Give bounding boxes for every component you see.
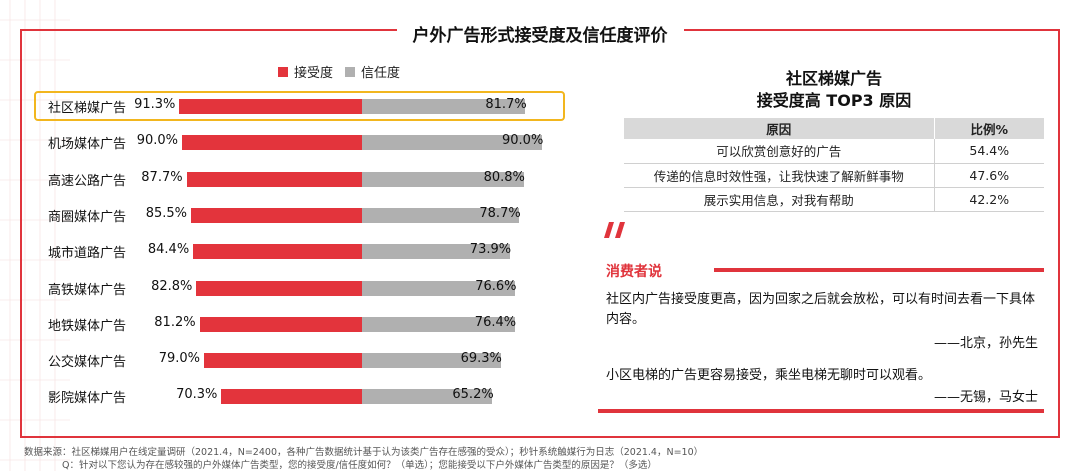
table-row: 可以欣赏创意好的广告 54.4%: [624, 139, 1044, 164]
legend-label-acceptance: 接受度: [294, 66, 334, 81]
value-label-acceptance: 87.7%: [141, 170, 183, 185]
value-label-trust: 73.9%: [469, 242, 512, 257]
value-label-acceptance: 90.0%: [136, 133, 178, 148]
highlight-box: [34, 91, 565, 121]
category-label: 影院媒体广告: [48, 391, 127, 406]
value-label-acceptance: 81.2%: [154, 315, 196, 330]
value-label-acceptance: 91.3%: [134, 97, 176, 112]
category-label: 社区梯媒广告: [48, 101, 127, 116]
bar-acceptance: [204, 353, 362, 368]
value-label-acceptance: 70.3%: [176, 387, 218, 402]
chart-row: 城市道路广告 84.4% 73.9%: [0, 238, 511, 264]
side-title-line1: 社区梯媒广告: [785, 69, 882, 88]
bar-acceptance: [193, 244, 362, 259]
bar-trust: [362, 172, 524, 187]
value-label-trust: 76.4%: [474, 315, 517, 330]
side-title-line2: 接受度高 TOP3 原因: [756, 91, 912, 110]
divider-line-bottom: [598, 409, 1044, 413]
background-grid: [0, 0, 70, 471]
table-cell-reason: 传递的信息时效性强，让我快速了解新鲜事物: [624, 163, 935, 188]
value-label-acceptance: 85.5%: [145, 206, 187, 221]
bar-acceptance: [186, 172, 362, 187]
table-cell-reason: 展示实用信息，对我有帮助: [624, 187, 935, 212]
chart-row: 商圈媒体广告 85.5% 78.7%: [0, 202, 521, 228]
legend-swatch-acceptance: [278, 66, 288, 77]
quote-text: 社区内广告接受度更高，因为回家之后就会放松，可以有时间去看一下具体内容。: [606, 292, 1036, 327]
value-label-trust: 76.6%: [475, 279, 517, 294]
table-cell-ratio: 42.2%: [934, 187, 1044, 212]
quote-author: ——北京，孙先生: [933, 336, 1038, 351]
bar-acceptance: [221, 389, 362, 404]
bar-acceptance: [196, 281, 362, 296]
table-cell-ratio: 47.6%: [934, 163, 1044, 188]
value-label-trust: 78.7%: [479, 206, 521, 221]
chart-row: 机场媒体广告 90.0% 90.0%: [0, 129, 543, 155]
quote-text: 小区电梯的广告更容易接受，乘坐电梯无聊时可以观看。: [606, 368, 932, 383]
legend-label-trust: 信任度: [361, 66, 401, 81]
page-title: 户外广告形式接受度及信任度评价: [396, 21, 684, 46]
table-header-ratio: 比例%: [934, 118, 1044, 139]
consumer-heading: 消费者说: [606, 264, 662, 280]
chart-row: 地铁媒体广告 81.2% 76.4%: [0, 311, 516, 337]
category-label: 地铁媒体广告: [48, 319, 127, 334]
value-label-trust: 69.3%: [460, 351, 502, 366]
category-label: 高速公路广告: [48, 174, 127, 189]
table-row: 传递的信息时效性强，让我快速了解新鲜事物 47.6%: [624, 163, 1044, 188]
value-label-acceptance: 82.8%: [151, 279, 193, 294]
footnote-source: 数据来源：社区梯媒用户在线定量调研（2021.4，N=2400，各种广告数据统计…: [24, 447, 704, 458]
bar-acceptance: [182, 135, 362, 150]
value-label-acceptance: 84.4%: [147, 242, 190, 257]
quote-author: ——无锡，马女士: [933, 390, 1038, 405]
chart-row: 高铁媒体广告 82.8% 76.6%: [0, 275, 517, 301]
category-label: 机场媒体广告: [48, 137, 127, 152]
value-label-trust: 90.0%: [502, 133, 544, 148]
category-label: 高铁媒体广告: [48, 283, 127, 298]
reasons-table: 原因 比例% 可以欣赏创意好的广告 54.4% 传递的信息时效性强，让我快速了解…: [624, 118, 1044, 212]
bar-trust: [362, 99, 526, 114]
table-row: 展示实用信息，对我有帮助 42.2%: [624, 187, 1044, 212]
category-label: 公交媒体广告: [48, 355, 127, 370]
bar-trust: [362, 208, 520, 223]
table-header-reason: 原因: [624, 118, 935, 139]
legend-swatch-trust: [345, 66, 356, 77]
value-label-trust: 65.2%: [452, 387, 494, 402]
value-label-trust: 81.7%: [485, 97, 527, 112]
chart-row: 社区梯媒广告 91.3% 81.7%: [0, 93, 527, 119]
table-cell-reason: 可以欣赏创意好的广告: [624, 139, 935, 164]
bar-trust: [362, 281, 516, 296]
chart-row: 影院媒体广告 70.3% 65.2%: [0, 383, 494, 409]
value-label-acceptance: 79.0%: [158, 351, 200, 366]
table-cell-ratio: 54.4%: [934, 139, 1044, 164]
divider-line: [714, 268, 1044, 272]
bar-trust: [362, 135, 542, 150]
bar-acceptance: [199, 317, 362, 332]
value-label-trust: 80.8%: [483, 170, 525, 185]
table-header-row: 原因 比例%: [624, 118, 1044, 139]
chart-legend: 接受度 信任度: [278, 62, 400, 81]
bar-acceptance: [191, 208, 362, 223]
bar-trust: [362, 317, 515, 332]
side-panel-title: 社区梯媒广告 接受度高 TOP3 原因: [624, 68, 1044, 112]
bar-trust: [362, 353, 501, 368]
bar-trust: [362, 389, 493, 404]
category-label: 城市道路广告: [48, 246, 127, 261]
chart-row: 公交媒体广告 79.0% 69.3%: [0, 347, 502, 373]
chart-row: 高速公路广告 87.7% 80.8%: [0, 166, 525, 192]
footnote-question: Q：针对以下您认为存在感较强的户外媒体广告类型，您的接受度/信任度如何？（单选）…: [62, 460, 657, 471]
quote-mark-icon: [604, 222, 625, 238]
bar-acceptance: [179, 99, 362, 114]
bar-trust: [362, 244, 510, 259]
category-label: 商圈媒体广告: [48, 210, 127, 225]
